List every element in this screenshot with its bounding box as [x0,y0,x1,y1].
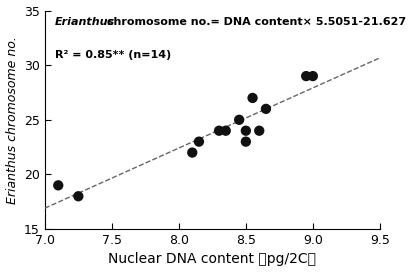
X-axis label: Nuclear DNA content （pg/2C）: Nuclear DNA content （pg/2C） [108,252,316,267]
Text: chromosome no.= DNA content× 5.5051-21.627: chromosome no.= DNA content× 5.5051-21.6… [103,17,407,27]
Point [303,74,310,78]
Text: R² = 0.85** (n=14): R² = 0.85** (n=14) [55,50,171,60]
Point [242,140,249,144]
Point [262,107,269,111]
Point [236,118,242,122]
Point [189,150,196,155]
Point [196,140,202,144]
Point [75,194,82,199]
Point [249,96,256,100]
Point [242,129,249,133]
Text: Erianthus: Erianthus [55,17,115,27]
Point [223,129,229,133]
Point [310,74,316,78]
Point [256,129,262,133]
Point [55,183,62,187]
Y-axis label: Erianthus chromosome no.: Erianthus chromosome no. [5,36,18,204]
Point [216,129,223,133]
